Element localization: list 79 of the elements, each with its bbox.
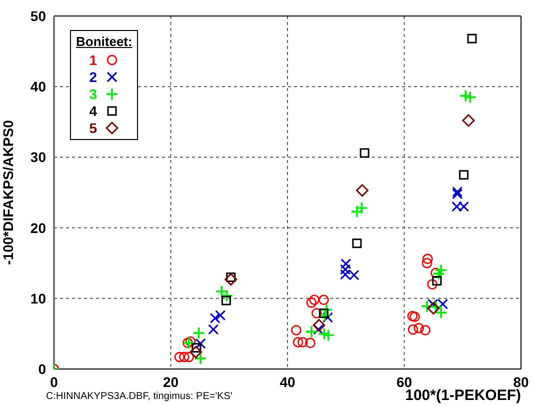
- point: [432, 267, 446, 280]
- point: [311, 308, 322, 318]
- legend-label: 4: [89, 102, 98, 118]
- point: [306, 297, 317, 308]
- y-tick-label: 0: [38, 360, 46, 377]
- point: [427, 279, 438, 290]
- text: C:HINNAKYPS3A.DBF, tingimus: PE='KS': [46, 391, 232, 402]
- point: [414, 322, 424, 334]
- y-tick-label: 10: [30, 290, 46, 306]
- point: [352, 238, 362, 248]
- point: [420, 300, 434, 313]
- point: [318, 308, 328, 318]
- point: [407, 310, 418, 322]
- point: [194, 352, 207, 365]
- legend-label: 5: [89, 120, 98, 136]
- legend-label: 2: [89, 68, 98, 84]
- point: [305, 325, 318, 338]
- point: [184, 352, 194, 362]
- legend-title: Boniteet:: [76, 34, 132, 49]
- point: [356, 184, 368, 197]
- point: [221, 296, 231, 306]
- point: [340, 264, 351, 275]
- point: [178, 352, 190, 362]
- point: [408, 324, 418, 335]
- point: [318, 308, 332, 322]
- point: [208, 324, 219, 335]
- x-tick-label: 80: [513, 374, 529, 390]
- point: [309, 294, 320, 306]
- x-tick-label: 0: [50, 374, 58, 390]
- point: [224, 273, 238, 286]
- point: [422, 254, 433, 264]
- x-tick-label: 20: [162, 374, 179, 390]
- point: [432, 276, 442, 286]
- y-axis-title: -100*DIFAKPS/AKPS0: [0, 120, 16, 265]
- point: [312, 318, 326, 332]
- x-tick-label: 60: [396, 374, 412, 390]
- point: [195, 338, 206, 349]
- point: [182, 336, 196, 350]
- point: [292, 336, 304, 348]
- point: [459, 170, 469, 180]
- point: [313, 324, 324, 335]
- point: [318, 327, 331, 340]
- y-tick-label: 30: [30, 149, 46, 166]
- y-tick-label: 40: [30, 78, 46, 95]
- x-tick-label: 40: [280, 374, 296, 390]
- point: [434, 264, 448, 277]
- y-tick-label: 20: [30, 220, 46, 236]
- point: [420, 324, 430, 336]
- point: [464, 90, 477, 104]
- point: [190, 346, 202, 358]
- point: [467, 34, 477, 44]
- point: [215, 310, 226, 321]
- point: [322, 312, 334, 323]
- x-axis-title: 100*(1-PEKOEF): [405, 387, 521, 404]
- point: [355, 202, 368, 214]
- point: [452, 188, 463, 200]
- point: [430, 268, 441, 278]
- point: [360, 148, 370, 158]
- point: [427, 302, 440, 315]
- point: [459, 89, 472, 102]
- point: [340, 258, 352, 270]
- legend-label: 1: [89, 52, 98, 68]
- point: [297, 336, 308, 348]
- point: [182, 338, 193, 348]
- point: [318, 294, 329, 306]
- point: [210, 312, 220, 324]
- legend-label: 3: [89, 86, 98, 102]
- point: [291, 324, 302, 336]
- point: [174, 352, 185, 362]
- point: [192, 326, 206, 340]
- point: [422, 258, 432, 268]
- point: [462, 114, 475, 127]
- y-tick-label: 50: [30, 8, 46, 24]
- point: [185, 336, 196, 347]
- point: [305, 338, 316, 348]
- point: [410, 312, 420, 322]
- point: [320, 303, 334, 316]
- point: [452, 186, 463, 198]
- point: [322, 328, 335, 342]
